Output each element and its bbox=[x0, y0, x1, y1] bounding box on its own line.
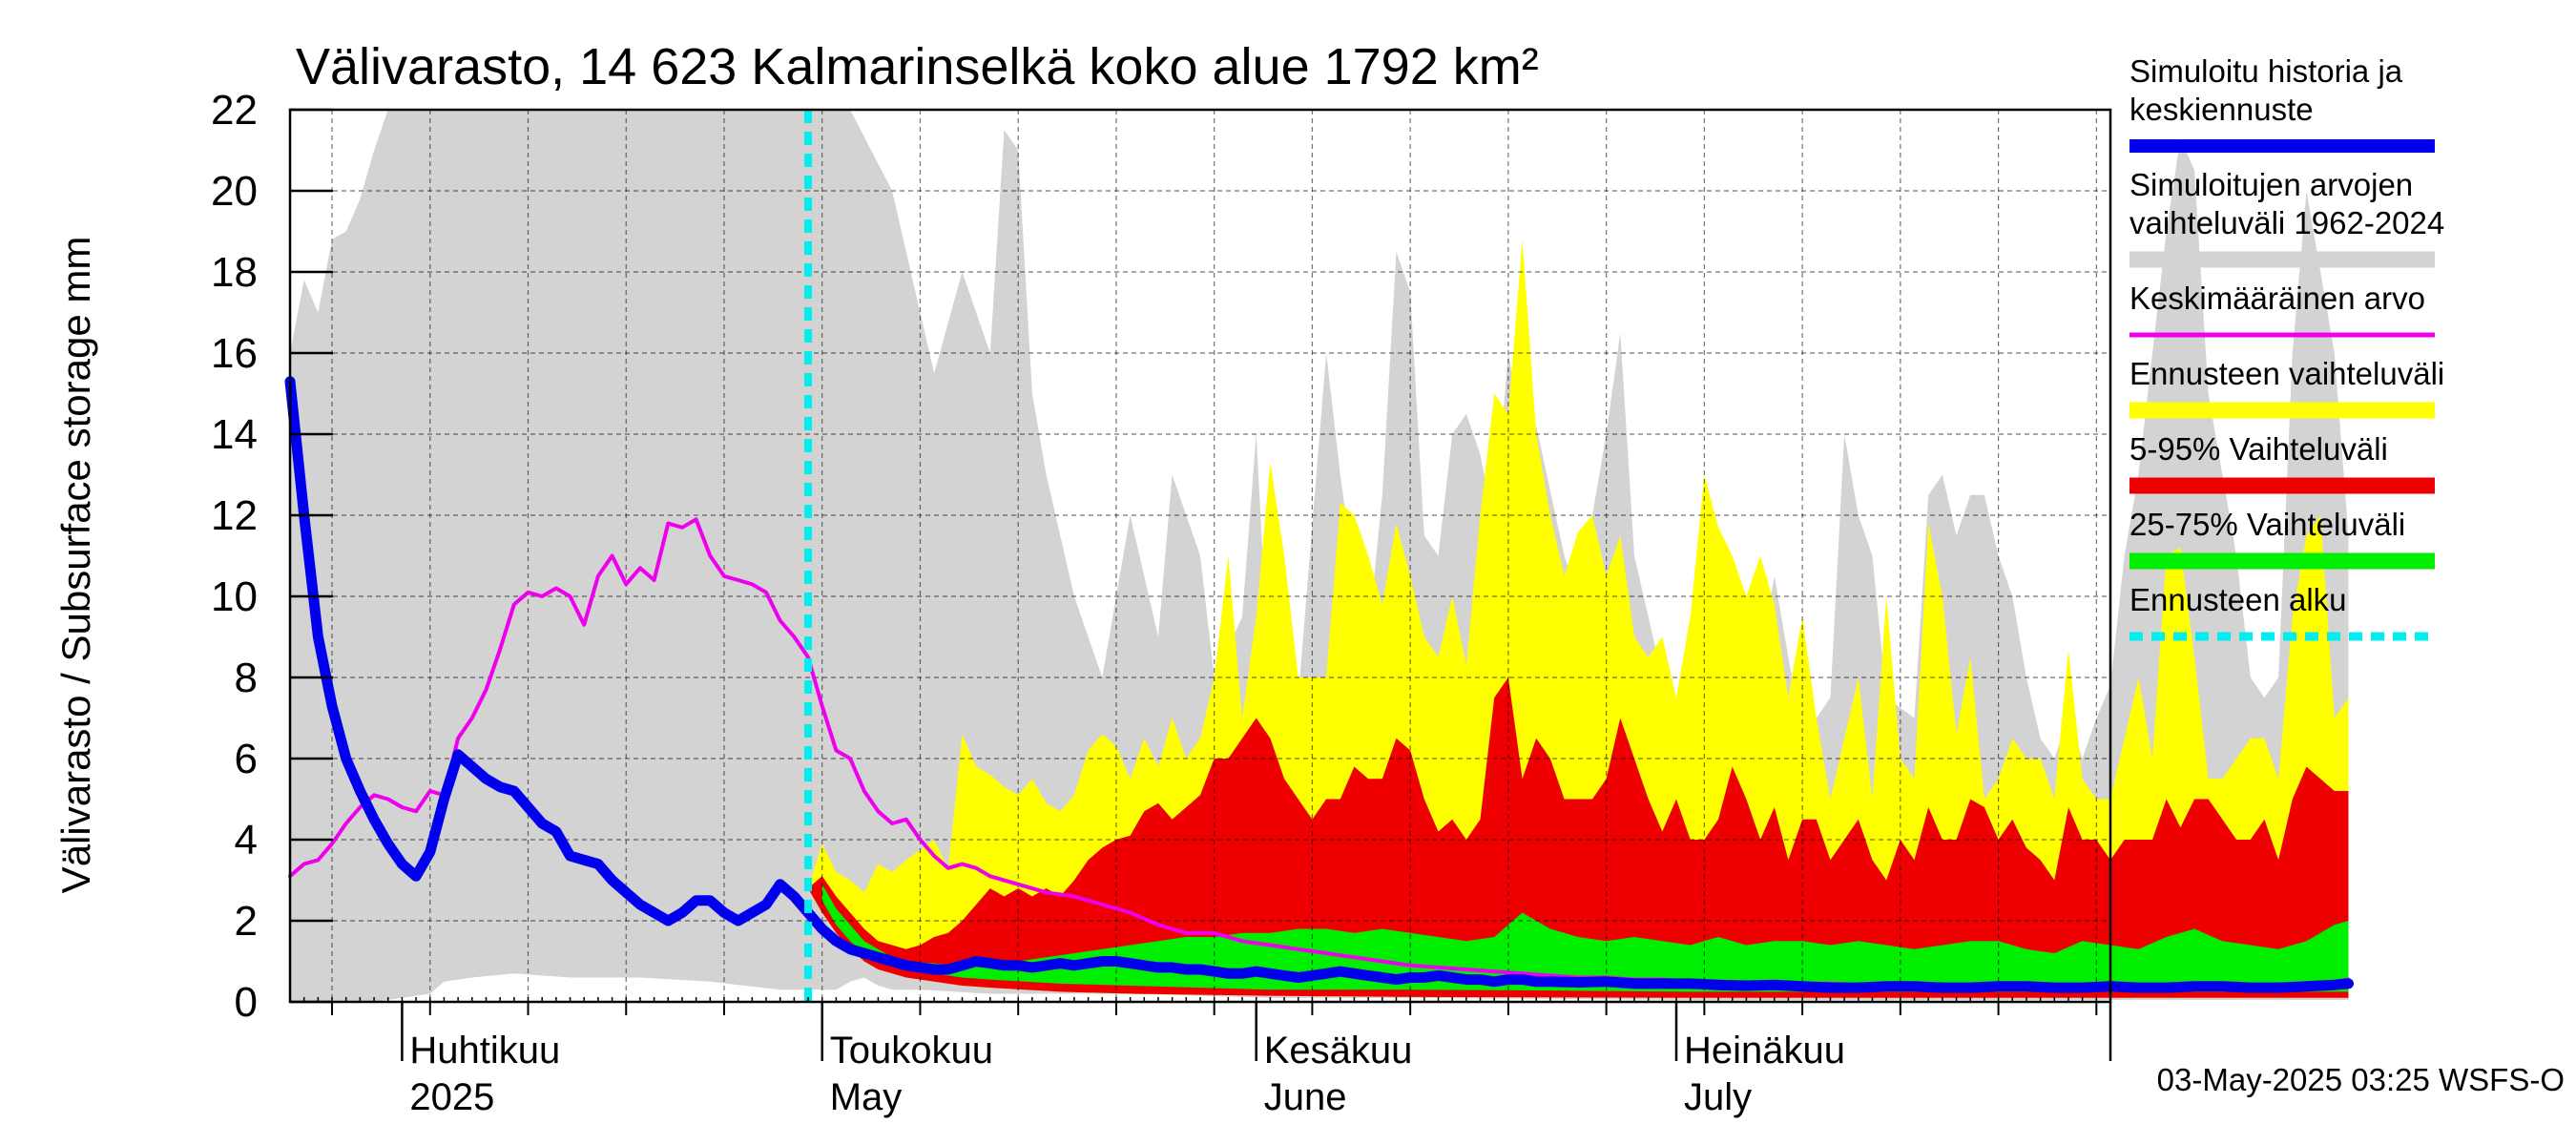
legend-label: Ennusteen vaihteluväli bbox=[2129, 356, 2444, 391]
y-tick-label: 16 bbox=[211, 330, 258, 377]
legend-label: Keskimääräinen arvo bbox=[2129, 281, 2425, 316]
history-line bbox=[284, 376, 2354, 993]
footer-timestamp: 03-May-2025 03:25 WSFS-O bbox=[2157, 1062, 2565, 1097]
y-tick-label: 4 bbox=[235, 817, 258, 864]
legend-label: Simuloitu historia ja bbox=[2129, 53, 2403, 89]
legend-label: Ennusteen alku bbox=[2129, 582, 2347, 617]
y-tick-label: 2 bbox=[235, 898, 258, 945]
y-tick-label: 14 bbox=[211, 411, 258, 458]
y-tick-label: 12 bbox=[211, 492, 258, 539]
legend-label: Simuloitujen arvojen bbox=[2129, 167, 2413, 202]
x-month-label-secondary: June bbox=[1264, 1076, 1347, 1118]
x-month-label: Toukokuu bbox=[830, 1030, 993, 1072]
x-month-label: Huhtikuu bbox=[409, 1030, 560, 1072]
x-month-label-secondary: May bbox=[830, 1076, 903, 1118]
x-month-label-secondary: 2025 bbox=[409, 1076, 494, 1118]
y-tick-label: 22 bbox=[211, 87, 258, 134]
y-axis-label: Välivarasto / Subsurface storage mm bbox=[53, 237, 98, 894]
y-tick-label: 8 bbox=[235, 655, 258, 701]
y-tick-label: 18 bbox=[211, 249, 258, 296]
y-tick-label: 20 bbox=[211, 168, 258, 215]
legend-label: vaihteluväli 1962-2024 bbox=[2129, 205, 2444, 240]
x-month-label-secondary: July bbox=[1684, 1076, 1752, 1118]
y-tick-label: 6 bbox=[235, 736, 258, 782]
x-month-label: Heinäkuu bbox=[1684, 1030, 1845, 1072]
y-tick-label: 10 bbox=[211, 573, 258, 620]
chart-title: Välivarasto, 14 623 Kalmarinselkä koko a… bbox=[296, 38, 1539, 95]
y-tick-label: 0 bbox=[235, 979, 258, 1026]
legend-label: keskiennuste bbox=[2129, 92, 2314, 127]
p5-95-band bbox=[808, 677, 2349, 998]
legend-label: 25-75% Vaihteluväli bbox=[2129, 507, 2405, 542]
x-month-label: Kesäkuu bbox=[1264, 1030, 1413, 1072]
legend-label: 5-95% Vaihteluväli bbox=[2129, 431, 2388, 467]
